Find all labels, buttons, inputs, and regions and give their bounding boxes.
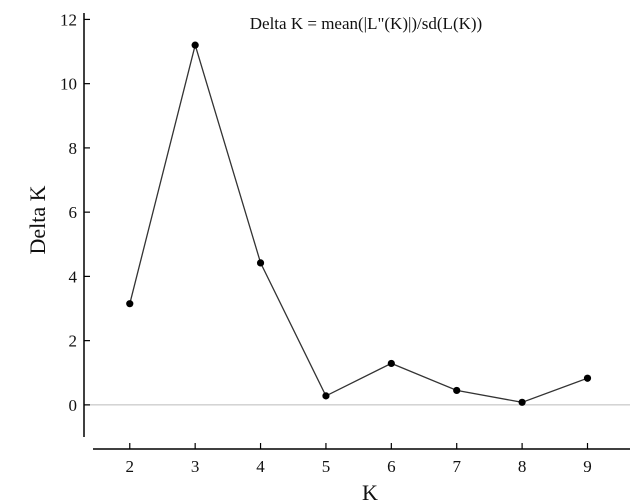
y-tick-label: 2: [69, 332, 78, 351]
x-axis-ticks: 2 3 4 5 6 7 8 9: [126, 443, 592, 476]
data-point: [583, 374, 592, 382]
y-tick-label: 8: [69, 139, 78, 158]
x-tick-label: 5: [322, 457, 331, 476]
x-axis-title: K: [362, 480, 378, 504]
x-tick-label: 2: [126, 457, 135, 476]
x-tick-label: 8: [518, 457, 527, 476]
data-point: [126, 300, 134, 308]
data-point: [453, 386, 461, 395]
data-point: [322, 392, 330, 400]
data-point: [191, 41, 199, 49]
delta-k-points: [126, 41, 592, 406]
x-tick-label: 4: [256, 457, 265, 476]
y-axis-ticks: 0 2 4 6 8 10 12: [60, 10, 90, 415]
chart-title: Delta K = mean(|L"(K)|)/sd(L(K)): [250, 14, 482, 33]
x-tick-label: 9: [583, 457, 592, 476]
y-axis-title: Delta K: [25, 185, 50, 254]
x-tick-label: 6: [387, 457, 396, 476]
data-point: [387, 359, 395, 368]
delta-k-series-line: [129, 42, 588, 403]
y-tick-label: 4: [69, 267, 78, 286]
x-tick-label: 3: [191, 457, 200, 476]
data-point: [518, 398, 526, 406]
x-tick-label: 7: [452, 457, 461, 476]
y-tick-label: 12: [60, 10, 77, 29]
y-tick-label: 0: [69, 396, 78, 415]
data-point: [256, 259, 265, 267]
y-tick-label: 6: [69, 203, 78, 222]
y-tick-label: 10: [60, 75, 77, 94]
